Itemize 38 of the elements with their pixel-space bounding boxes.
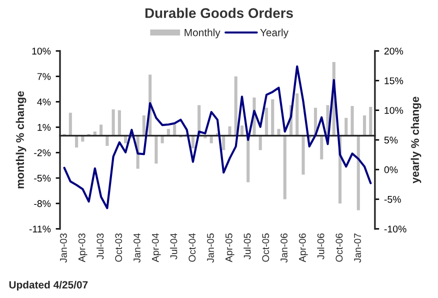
y-tick-label: -5% bbox=[34, 174, 51, 182]
x-tick-label: Oct-03 bbox=[115, 233, 122, 262]
y-tick-label: 4% bbox=[37, 98, 51, 106]
x-tick-label: Jan-04 bbox=[134, 233, 140, 263]
legend-label: Monthly bbox=[184, 28, 220, 38]
y2-tick-label: 15% bbox=[384, 77, 404, 84]
y2-tick-label: 5% bbox=[384, 136, 398, 144]
y-tick-label: 1% bbox=[38, 124, 51, 131]
x-tick-label: Oct-06 bbox=[336, 233, 343, 262]
y2-tick-label: 0% bbox=[384, 166, 398, 174]
y2-tick-label: -10% bbox=[384, 226, 406, 232]
y-tick-label: -2% bbox=[34, 149, 51, 156]
x-tick-label: Jan-07 bbox=[354, 234, 361, 263]
y2-axis-title: yearly % change bbox=[410, 96, 422, 184]
x-tick-label: Jul-05 bbox=[244, 233, 251, 260]
text: Updated 4/25/07 bbox=[9, 280, 88, 291]
y-axis-title: monthly % change bbox=[16, 91, 26, 188]
y2-tick-label: 10% bbox=[384, 106, 404, 114]
legend-label: Yearly bbox=[260, 28, 288, 38]
y2-tick-label: -5% bbox=[384, 196, 401, 203]
x-tick-label: Apr-05 bbox=[225, 233, 234, 262]
x-tick-label: Jan-05 bbox=[207, 233, 214, 263]
y-tick-label: 10% bbox=[32, 48, 51, 55]
x-tick-label: Jul-04 bbox=[170, 233, 178, 260]
y-tick-label: 7% bbox=[37, 73, 51, 80]
y-tick-label: -8% bbox=[34, 200, 51, 208]
x-tick-label: Jul-06 bbox=[317, 233, 324, 260]
x-tick-label: Jan-06 bbox=[280, 233, 288, 263]
x-tick-label: Apr-04 bbox=[152, 233, 161, 262]
x-tick-label: Jan-03 bbox=[60, 233, 67, 263]
x-tick-label: Jul-03 bbox=[96, 233, 104, 260]
chart-title: Durable Goods Orders bbox=[145, 8, 293, 18]
y2-tick-label: 20% bbox=[384, 48, 404, 55]
x-tick-label: Apr-06 bbox=[298, 233, 308, 262]
x-tick-label: Oct-04 bbox=[188, 233, 196, 262]
y-tick-label: -11% bbox=[29, 226, 51, 232]
x-tick-label: Apr-03 bbox=[78, 233, 88, 262]
x-tick-label: Oct-05 bbox=[262, 233, 270, 262]
